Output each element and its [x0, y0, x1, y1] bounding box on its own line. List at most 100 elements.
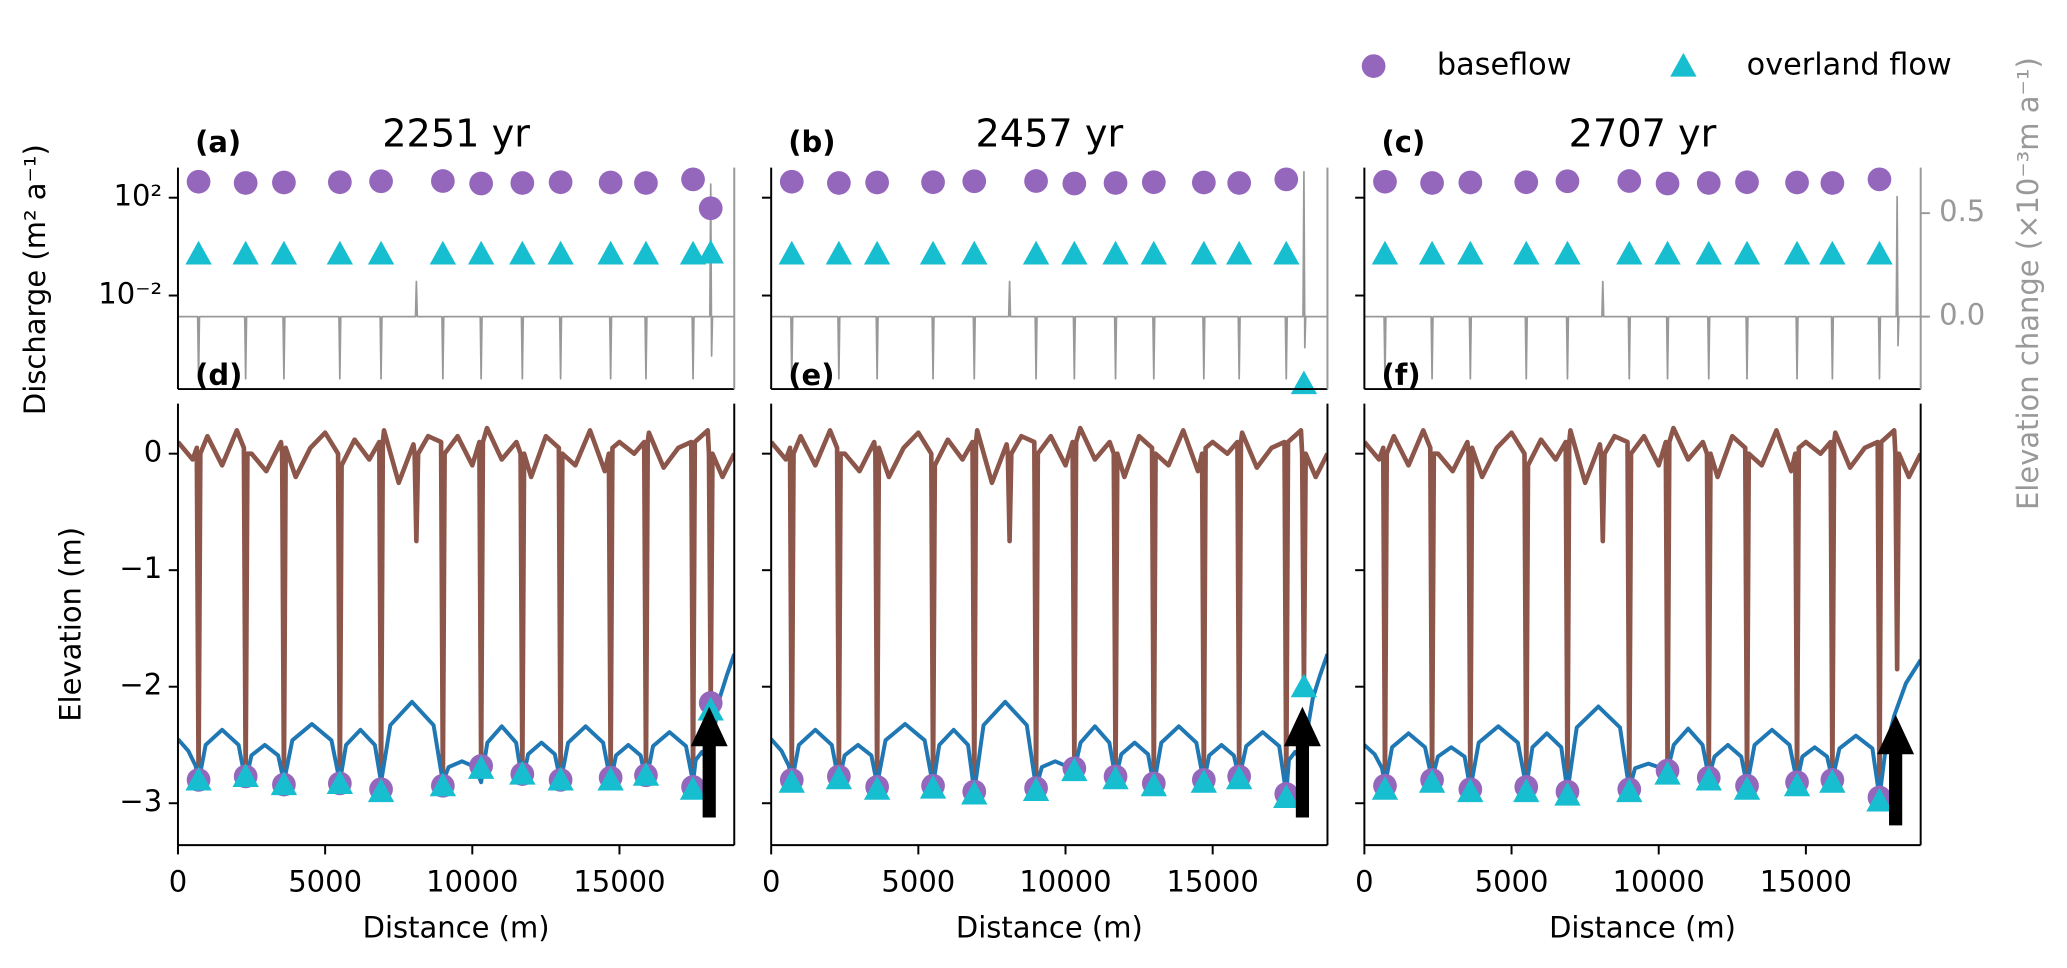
overland-point: [1819, 769, 1846, 793]
x-tick-label: 5000: [1475, 864, 1549, 898]
baseflow-point: [962, 169, 987, 194]
baseflow-point: [865, 170, 889, 195]
overland-point: [1866, 240, 1893, 265]
baseflow-point: [1420, 171, 1444, 195]
overland-point: [547, 240, 574, 265]
overland-point: [1418, 240, 1446, 265]
overland-point: [1290, 673, 1318, 698]
legend-label: overland flow: [1747, 48, 1952, 83]
overland-point: [270, 771, 298, 796]
baseflow-point: [921, 170, 945, 195]
panel-title: 2707 yr: [1569, 112, 1717, 156]
overland-point: [1554, 240, 1581, 265]
overland-point: [1733, 240, 1761, 265]
baseflow-point: [634, 171, 658, 195]
overland-point: [697, 239, 724, 264]
overland-point: [1418, 769, 1446, 793]
overland-point: [1061, 757, 1088, 782]
baseflow-point: [827, 171, 851, 195]
overland-point: [467, 755, 495, 779]
overland-point: [509, 760, 536, 785]
overland-point: [1513, 778, 1540, 803]
elevation-change-line: [771, 170, 1328, 380]
x-tick-label: 10000: [1613, 864, 1705, 898]
panel-title: 2457 yr: [975, 112, 1123, 156]
profile-line: [771, 653, 1328, 796]
arrow: [1283, 706, 1321, 818]
overland-point: [467, 240, 495, 265]
baseflow-point: [1820, 171, 1845, 195]
overland-point: [1819, 240, 1846, 265]
overland-point: [232, 763, 259, 787]
y-axis-label: Elevation (m): [54, 527, 88, 722]
overland-point: [429, 772, 457, 797]
x-tick-label: 0: [169, 864, 187, 898]
baseflow-point: [1274, 167, 1299, 192]
baseflow-point: [548, 170, 573, 195]
baseflow-point: [1514, 170, 1539, 195]
panel-label: (e): [788, 358, 834, 392]
y2-tick-label: 0.5: [1939, 194, 1985, 228]
y-tick-label: −1: [119, 551, 162, 585]
baseflow-point: [681, 167, 705, 192]
arrow: [1877, 714, 1915, 826]
y-tick-label: 10²: [114, 179, 163, 213]
overland-point: [1616, 778, 1643, 803]
overland-point: [1783, 772, 1811, 797]
baseflow-point: [1024, 169, 1048, 193]
x-tick-label: 0: [762, 864, 780, 898]
overland-point: [1102, 765, 1129, 790]
overland-point: [825, 765, 853, 790]
overland-point: [632, 240, 660, 265]
overland-point: [919, 240, 947, 265]
x-axis-label: Distance (m): [956, 911, 1143, 945]
baseflow-point: [1103, 171, 1128, 195]
overland-point: [1654, 240, 1681, 265]
overland-point: [961, 240, 988, 265]
overland-point: [1733, 776, 1761, 800]
overland-point: [232, 240, 259, 265]
x-tick-label: 10000: [1019, 864, 1111, 898]
profile-line: [1364, 658, 1921, 800]
y-tick-label: 0: [144, 435, 162, 469]
overland-point: [778, 769, 805, 793]
overland-point: [1457, 778, 1484, 803]
overland-point: [1225, 765, 1253, 790]
overland-point: [919, 774, 947, 799]
overland-point: [1695, 766, 1722, 791]
x-axis-label: Distance (m): [363, 911, 550, 945]
baseflow-point: [186, 169, 211, 194]
overland-point: [863, 240, 891, 265]
x-tick-label: 0: [1355, 864, 1373, 898]
overland-point: [632, 762, 660, 786]
overland-point: [863, 776, 891, 800]
overland-point: [778, 240, 805, 265]
overland-point: [825, 240, 853, 265]
overland-point: [1190, 769, 1218, 793]
baseflow-point: [431, 169, 455, 193]
overland-point: [597, 766, 624, 791]
overland-point: [326, 770, 354, 794]
x-axis-label: Distance (m): [1549, 911, 1736, 945]
overland-point: [1061, 240, 1088, 265]
overland-point: [1554, 781, 1581, 806]
overland-point: [367, 778, 395, 803]
panel-label: (f): [1382, 358, 1421, 392]
baseflow-point: [469, 171, 493, 196]
overland-point: [1225, 240, 1253, 265]
x-tick-label: 15000: [573, 864, 665, 898]
arrow: [690, 706, 728, 818]
x-tick-label: 5000: [288, 864, 362, 898]
x-tick-label: 15000: [1167, 864, 1259, 898]
overland-point: [1457, 240, 1484, 265]
baseflow-point: [233, 171, 258, 195]
baseflow-point: [1785, 170, 1809, 195]
y-tick-label: −3: [119, 784, 162, 818]
overland-point: [367, 240, 395, 265]
overland-point: [185, 766, 212, 791]
overland-point: [1022, 777, 1050, 801]
baseflow-point: [1696, 171, 1721, 195]
overland-point: [1616, 240, 1643, 265]
